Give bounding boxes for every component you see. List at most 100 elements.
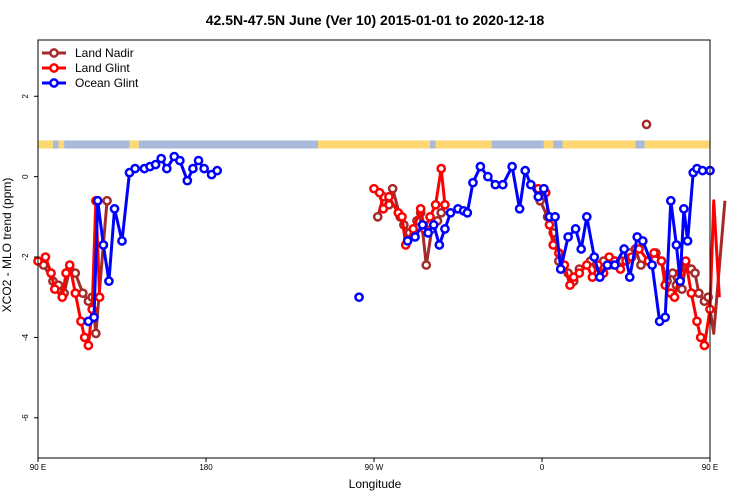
data-point (40, 252, 51, 262)
data-point (402, 236, 413, 246)
data-point (161, 163, 172, 174)
data-point (697, 165, 708, 176)
band-segment-ocean (430, 140, 436, 149)
x-tick-label: 90 W (365, 463, 384, 472)
data-point (602, 260, 613, 270)
y-tick-label: -4 (21, 333, 30, 341)
x-tick-label: 180 (199, 463, 213, 472)
legend-item: Ocean Glint (42, 76, 139, 90)
legend-item: Land Glint (42, 61, 130, 75)
band-segment-land (644, 140, 710, 149)
data-point (372, 211, 383, 222)
data-point (507, 161, 517, 172)
data-point (570, 224, 581, 234)
data-point (436, 207, 447, 218)
data-point (609, 260, 620, 270)
series-2 (83, 151, 715, 327)
data-point (384, 191, 394, 202)
data-point (520, 165, 531, 176)
legend-swatch-marker (49, 78, 59, 88)
band-segment-land (38, 140, 53, 149)
data-point (699, 340, 710, 351)
data-point (61, 268, 71, 278)
data-point (690, 268, 700, 278)
data-point (397, 211, 407, 222)
data-point (533, 191, 544, 202)
data-point (92, 195, 103, 206)
y-tick-label: -2 (21, 253, 30, 261)
series-line (406, 165, 710, 323)
data-point (686, 288, 697, 299)
data-point (91, 328, 101, 339)
data-point (98, 240, 109, 250)
data-point (574, 268, 585, 278)
band-segment-land (318, 140, 430, 149)
y-tick-label: -6 (21, 414, 30, 422)
series-0 (38, 119, 727, 339)
band-segment-ocean (64, 140, 130, 149)
data-point (595, 272, 605, 282)
data-point (462, 207, 473, 218)
y-axis-label: XCO2 - MLO trend (ppm) (0, 178, 14, 313)
data-point (428, 220, 439, 230)
data-point (671, 240, 682, 250)
land-ocean-band (38, 140, 710, 149)
x-tick-label: 90 E (30, 463, 46, 472)
data-point (576, 244, 587, 254)
band-segment-land (562, 140, 636, 149)
data-point (150, 159, 161, 170)
data-point (182, 175, 193, 186)
data-point (436, 163, 447, 174)
data-point (682, 236, 693, 246)
data-point (193, 155, 204, 166)
legend-swatch-marker (49, 48, 59, 58)
data-point (565, 280, 575, 291)
data-point (378, 203, 389, 214)
data-point (563, 232, 573, 242)
data-point (665, 195, 676, 206)
data-point (483, 171, 493, 182)
band-segment-ocean (553, 140, 563, 149)
data-point (680, 256, 691, 266)
data-point (667, 268, 678, 278)
data-point (636, 260, 646, 270)
data-point (675, 276, 685, 287)
data-point (544, 220, 555, 230)
data-point (102, 195, 112, 206)
band-segment-land (543, 140, 554, 149)
data-point (581, 260, 592, 270)
data-point (587, 272, 598, 282)
data-point (104, 276, 114, 287)
data-point (649, 248, 659, 258)
band-segment-land (129, 140, 139, 149)
data-point (117, 236, 127, 246)
data-point (423, 228, 433, 238)
data-point (410, 232, 420, 242)
data-point (660, 312, 671, 323)
data-point (581, 211, 592, 222)
legend-item: Land Nadir (42, 46, 134, 60)
band-segment-ocean (52, 140, 59, 149)
data-point (70, 288, 81, 299)
data-point (57, 292, 68, 303)
data-point (669, 292, 680, 303)
data-point (490, 179, 501, 190)
data-point (619, 244, 629, 254)
data-point (434, 240, 445, 250)
data-point (49, 284, 60, 295)
y-tick-label: 2 (21, 93, 30, 98)
band-segment-land (435, 140, 492, 149)
data-point (387, 183, 398, 194)
data-point (89, 312, 99, 323)
data-point (430, 199, 441, 210)
data-point (548, 240, 559, 250)
data-point (64, 260, 75, 270)
band-segment-land (58, 140, 65, 149)
data-point (79, 332, 90, 343)
data-point (641, 119, 652, 130)
data-point (679, 203, 689, 214)
data-point (421, 260, 432, 270)
data-point (550, 211, 560, 222)
data-point (525, 179, 536, 190)
